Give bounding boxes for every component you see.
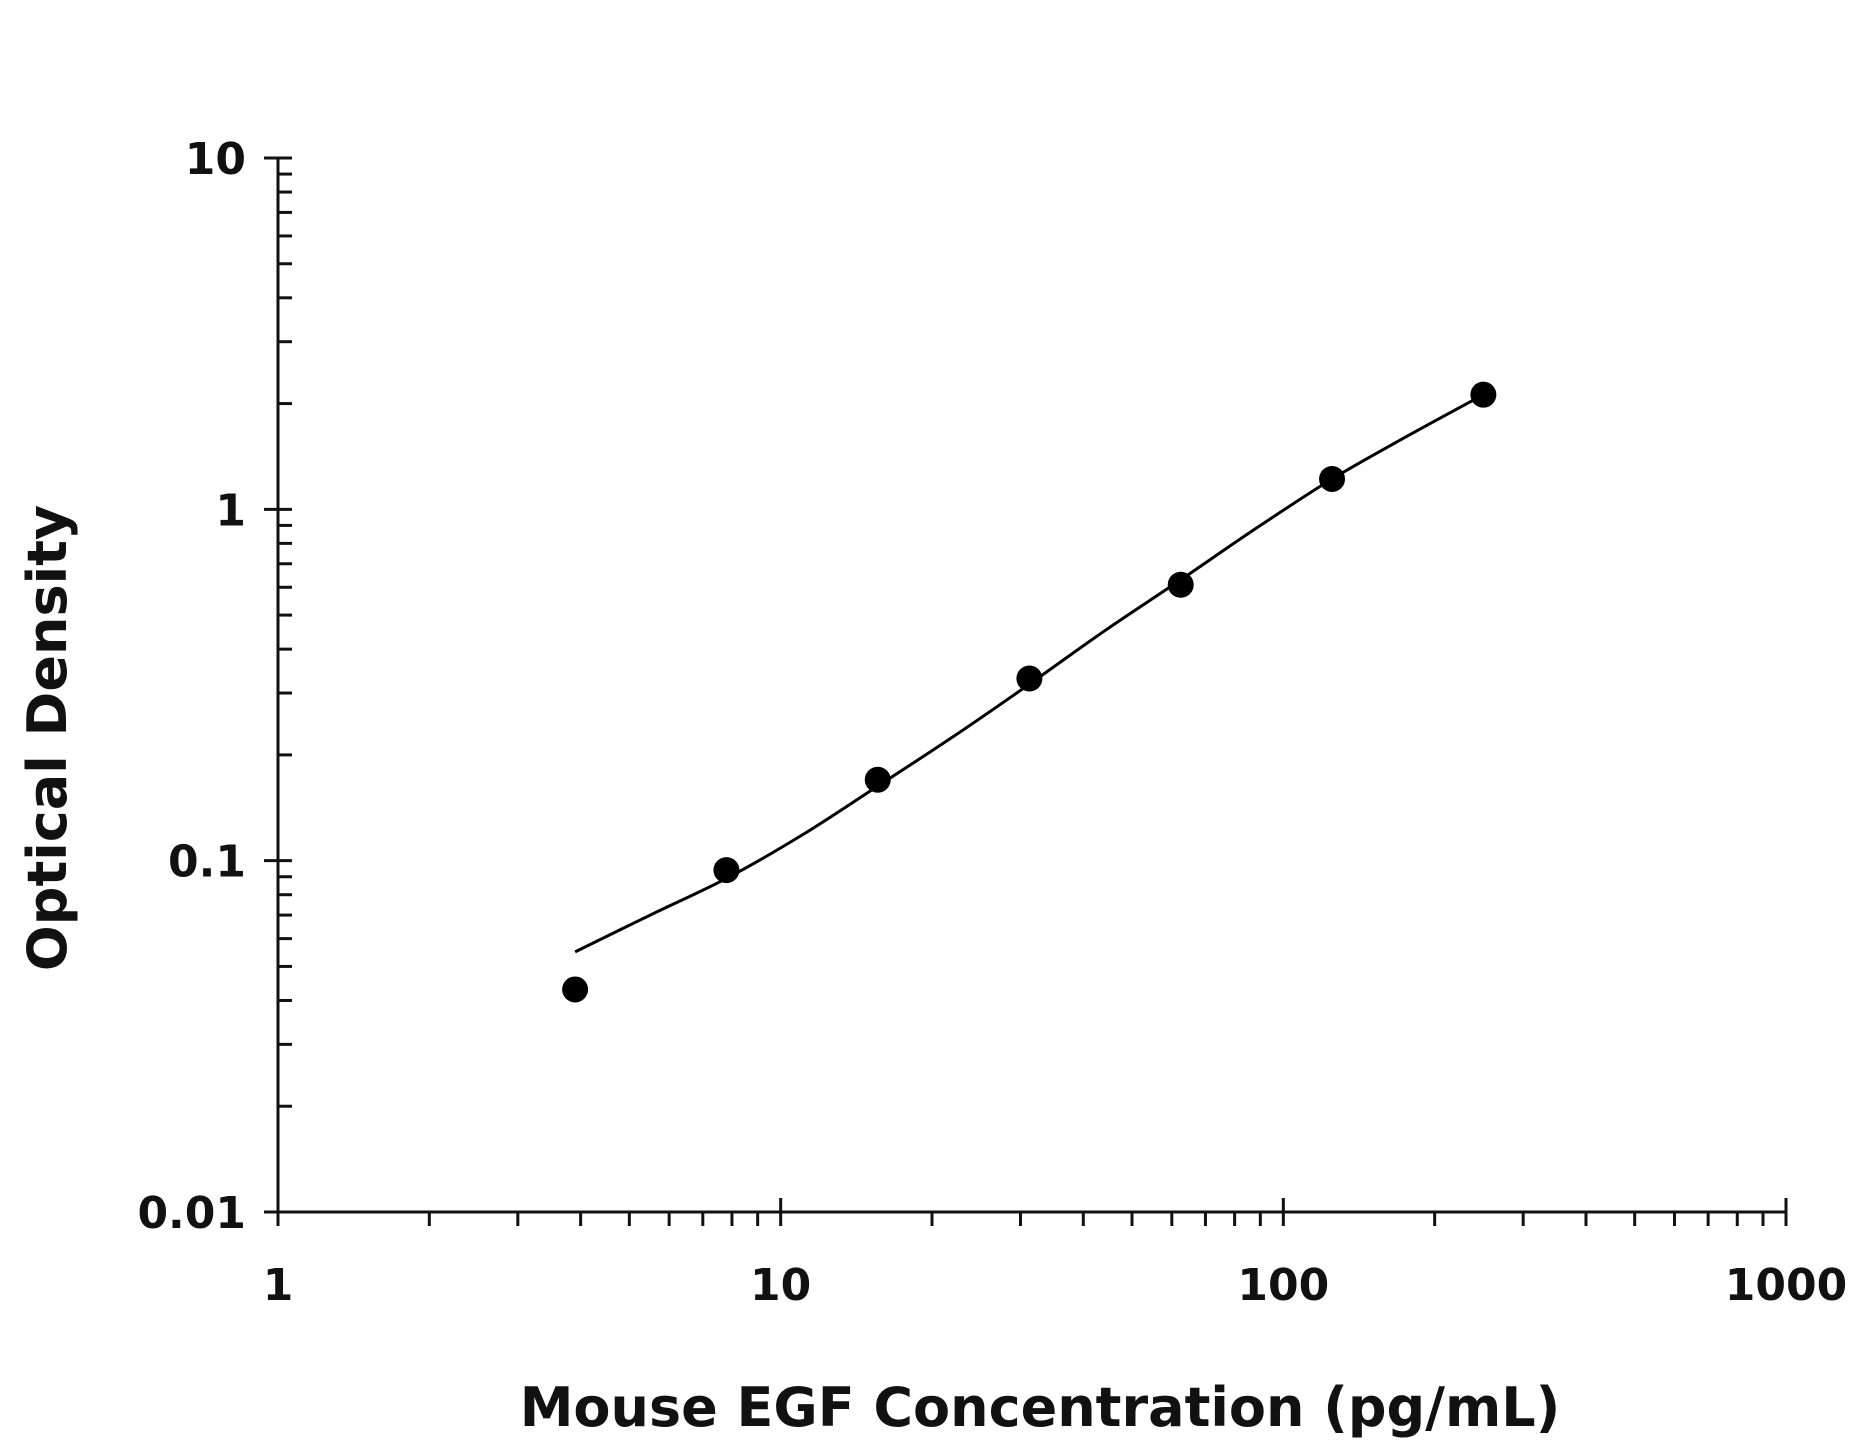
x-tick-label: 100 <box>1237 1260 1329 1311</box>
data-point <box>562 976 589 1003</box>
x-tick-label: 1000 <box>1725 1260 1847 1311</box>
x-tick-label: 1 <box>263 1260 294 1311</box>
y-tick-label: 10 <box>185 134 246 185</box>
data-point <box>1319 465 1346 492</box>
axes: 0.01 0.1 1 10 1 10 100 1000 <box>137 134 1847 1311</box>
data-point <box>1167 571 1194 598</box>
y-tick-label: 0.01 <box>137 1188 246 1239</box>
data-point <box>1470 381 1497 408</box>
data-point <box>864 766 891 793</box>
y-tick-label: 0.1 <box>168 837 246 888</box>
x-tick-label: 10 <box>750 1260 811 1311</box>
data-point <box>1016 665 1043 692</box>
y-tick-label: 1 <box>215 485 246 536</box>
data-points-group <box>562 381 1497 1003</box>
data-point <box>713 857 740 884</box>
y-axis-title: Optical Density <box>16 505 79 971</box>
x-axis-title: Mouse EGF Concentration (pg/mL) <box>520 1376 1561 1439</box>
